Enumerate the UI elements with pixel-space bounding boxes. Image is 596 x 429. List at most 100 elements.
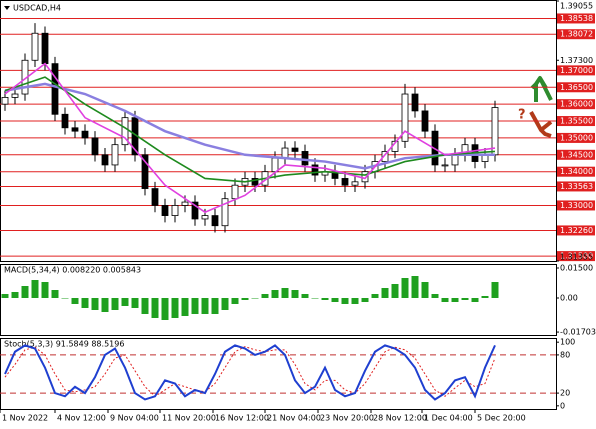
- candle-body: [171, 205, 179, 216]
- candle-body: [61, 113, 69, 129]
- level-label: 1.36500: [560, 83, 593, 92]
- macd-tick-label: -0.017034: [560, 328, 596, 337]
- macd-bar: [421, 282, 429, 298]
- macd-bar: [171, 298, 179, 318]
- macd-bar: [291, 290, 299, 298]
- price-frame: [0, 0, 557, 262]
- candle-body: [161, 205, 169, 216]
- candle-body: [91, 137, 99, 156]
- candle-body: [151, 188, 159, 206]
- candle-body: [401, 93, 409, 142]
- macd-bar: [31, 280, 39, 298]
- level-tag: [557, 225, 595, 236]
- candle-body: [441, 164, 449, 167]
- level-label: 1.33000: [560, 201, 593, 210]
- macd-bar: [61, 298, 69, 299]
- candle-body: [181, 201, 189, 206]
- level-tag: [557, 99, 595, 110]
- candle-body: [381, 151, 389, 162]
- macd-bar: [201, 298, 209, 314]
- macd-bar: [481, 296, 489, 298]
- macd-bar: [441, 298, 449, 302]
- x-tick-label: 1 Dec 04:00: [424, 414, 473, 423]
- macd-bar: [111, 298, 119, 310]
- level-tag: [557, 181, 595, 192]
- macd-bar: [261, 294, 269, 298]
- candle-body: [361, 171, 369, 183]
- macd-bar: [101, 298, 109, 312]
- level-tag: [557, 116, 595, 127]
- level-tag: [557, 13, 595, 24]
- candle-body: [31, 32, 39, 61]
- stoch-signal: [4, 346, 496, 397]
- x-tick-label: 5 Dec 20:00: [477, 414, 526, 423]
- level-label: 1.38072: [560, 30, 593, 39]
- x-tick-label: 16 Nov 12:00: [215, 414, 269, 423]
- candle-body: [311, 164, 319, 176]
- candle-body: [411, 93, 419, 112]
- macd-bar: [71, 298, 79, 304]
- macd-bar: [11, 292, 19, 298]
- level-tag: [557, 149, 595, 160]
- macd-bar: [301, 294, 309, 298]
- candle-body: [51, 63, 59, 115]
- macd-bar: [191, 298, 199, 314]
- macd-bar: [91, 298, 99, 310]
- level-tag: [557, 132, 595, 143]
- moving-average: [4, 62, 496, 214]
- macd-bar: [131, 298, 139, 308]
- candle-body: [201, 215, 209, 220]
- macd-bar: [151, 298, 159, 318]
- stoch-tick-label: 80: [560, 350, 570, 359]
- signal-question: ?: [518, 108, 526, 123]
- macd-bar: [121, 298, 129, 306]
- level-tag: [557, 82, 595, 93]
- x-tick-label: 1 Nov 2022: [2, 414, 48, 423]
- candle-body: [1, 97, 9, 105]
- stoch-tick-label: 0: [560, 401, 565, 410]
- macd-bar: [181, 298, 189, 316]
- y-tick-label: 1.37300: [560, 56, 593, 65]
- macd-bar: [251, 298, 259, 299]
- y-tick-label: 1.39055: [560, 2, 593, 11]
- macd-bar: [381, 288, 389, 298]
- candle-body: [121, 117, 129, 146]
- stoch-frame: [0, 338, 557, 410]
- macd-bar: [351, 298, 359, 304]
- candle-body: [281, 147, 289, 159]
- macd-bar: [321, 298, 329, 300]
- macd-bar: [451, 298, 459, 302]
- candle-body: [141, 154, 149, 189]
- macd-bar: [461, 298, 469, 300]
- macd-bar: [221, 298, 229, 310]
- macd-tick-label: 0.00: [560, 294, 578, 303]
- candle-body: [191, 201, 199, 220]
- level-tag: [557, 65, 595, 76]
- candle-body: [421, 110, 429, 132]
- level-label: 1.33563: [560, 182, 593, 191]
- candle-body: [221, 198, 229, 227]
- x-tick-label: 11 Nov 20:00: [162, 414, 216, 423]
- macd-bar: [361, 298, 369, 302]
- candle-body: [81, 130, 89, 139]
- candle-body: [351, 181, 359, 186]
- level-label: 1.35000: [560, 133, 593, 142]
- macd-bar: [411, 276, 419, 298]
- moving-average: [4, 76, 496, 183]
- level-label: 1.34500: [560, 150, 593, 159]
- level-label: 1.37000: [560, 66, 593, 75]
- candle-body: [251, 178, 259, 186]
- macd-bar: [431, 294, 439, 298]
- level-label: 1.36000: [560, 100, 593, 109]
- candle-body: [231, 184, 239, 200]
- macd-bar: [401, 278, 409, 298]
- macd-label: MACD(5,34,4) 0.008220 0.005843: [4, 266, 141, 275]
- macd-bar: [211, 298, 219, 314]
- candle-body: [211, 215, 219, 227]
- macd-bar: [21, 286, 29, 298]
- macd-bar: [81, 298, 89, 308]
- stoch-tick-label: 20: [560, 389, 570, 398]
- level-label: 1.38538: [560, 14, 593, 23]
- x-tick-label: 4 Nov 12:00: [57, 414, 106, 423]
